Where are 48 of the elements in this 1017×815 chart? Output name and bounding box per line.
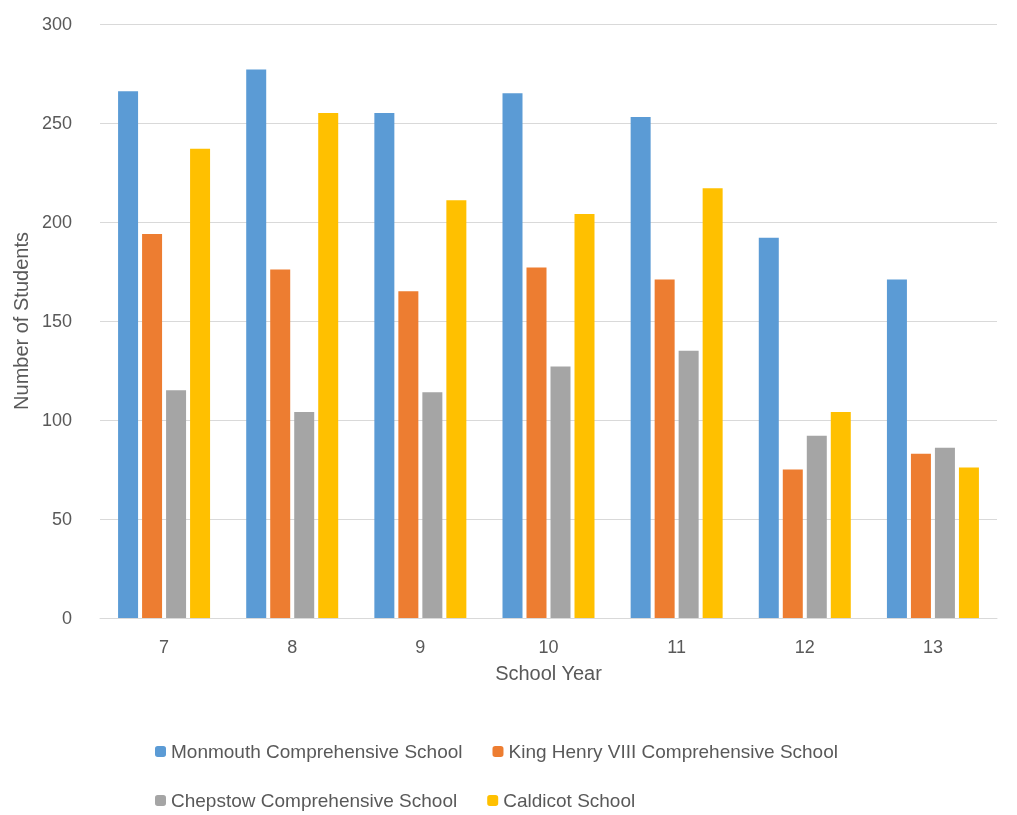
- bar: [806, 435, 827, 618]
- bar: [166, 390, 187, 618]
- bar: [782, 469, 803, 618]
- bar: [294, 412, 315, 618]
- x-tick-label: 9: [415, 637, 426, 657]
- x-tick-label: 11: [667, 637, 686, 657]
- bar: [934, 447, 955, 618]
- legend-label: Monmouth Comprehensive School: [171, 741, 463, 762]
- bar: [678, 350, 699, 618]
- legend-label: Caldicot School: [503, 790, 636, 811]
- y-tick-label: 200: [41, 212, 72, 232]
- bar: [958, 467, 979, 618]
- bar: [190, 148, 211, 618]
- x-tick-label: 7: [159, 637, 170, 657]
- bar: [886, 279, 907, 618]
- bar: [526, 267, 547, 618]
- bar: [270, 269, 291, 618]
- y-tick-label: 250: [41, 113, 72, 133]
- y-tick-label: 50: [51, 509, 72, 529]
- bar: [446, 200, 467, 618]
- bar: [654, 279, 675, 618]
- x-tick-label: 8: [287, 637, 298, 657]
- bar: [758, 237, 779, 618]
- bar: [422, 392, 443, 618]
- y-tick-label: 100: [41, 410, 72, 430]
- bar: [702, 188, 723, 618]
- bar: [910, 453, 931, 618]
- bar: [142, 233, 163, 618]
- legend-label: Chepstow Comprehensive School: [171, 790, 458, 811]
- x-tick-label: 13: [922, 637, 943, 657]
- y-tick-label: 0: [61, 608, 72, 628]
- y-tick-label: 300: [41, 14, 72, 34]
- bar: [318, 113, 339, 618]
- x-tick-label: 10: [538, 637, 559, 657]
- bar: [246, 69, 267, 618]
- legend-label: King Henry VIII Comprehensive School: [508, 741, 838, 762]
- bar: [630, 117, 651, 618]
- bar: [374, 113, 395, 618]
- bar: [502, 93, 523, 618]
- bar: [398, 291, 419, 618]
- x-tick-label: 12: [794, 637, 815, 657]
- y-tick-label: 150: [41, 311, 72, 331]
- bar: [550, 366, 571, 618]
- y-axis-title: Number of Students: [10, 232, 33, 410]
- bar: [830, 412, 851, 618]
- x-axis-title: School Year: [495, 662, 603, 684]
- bar: [118, 91, 139, 618]
- bar: [574, 214, 595, 618]
